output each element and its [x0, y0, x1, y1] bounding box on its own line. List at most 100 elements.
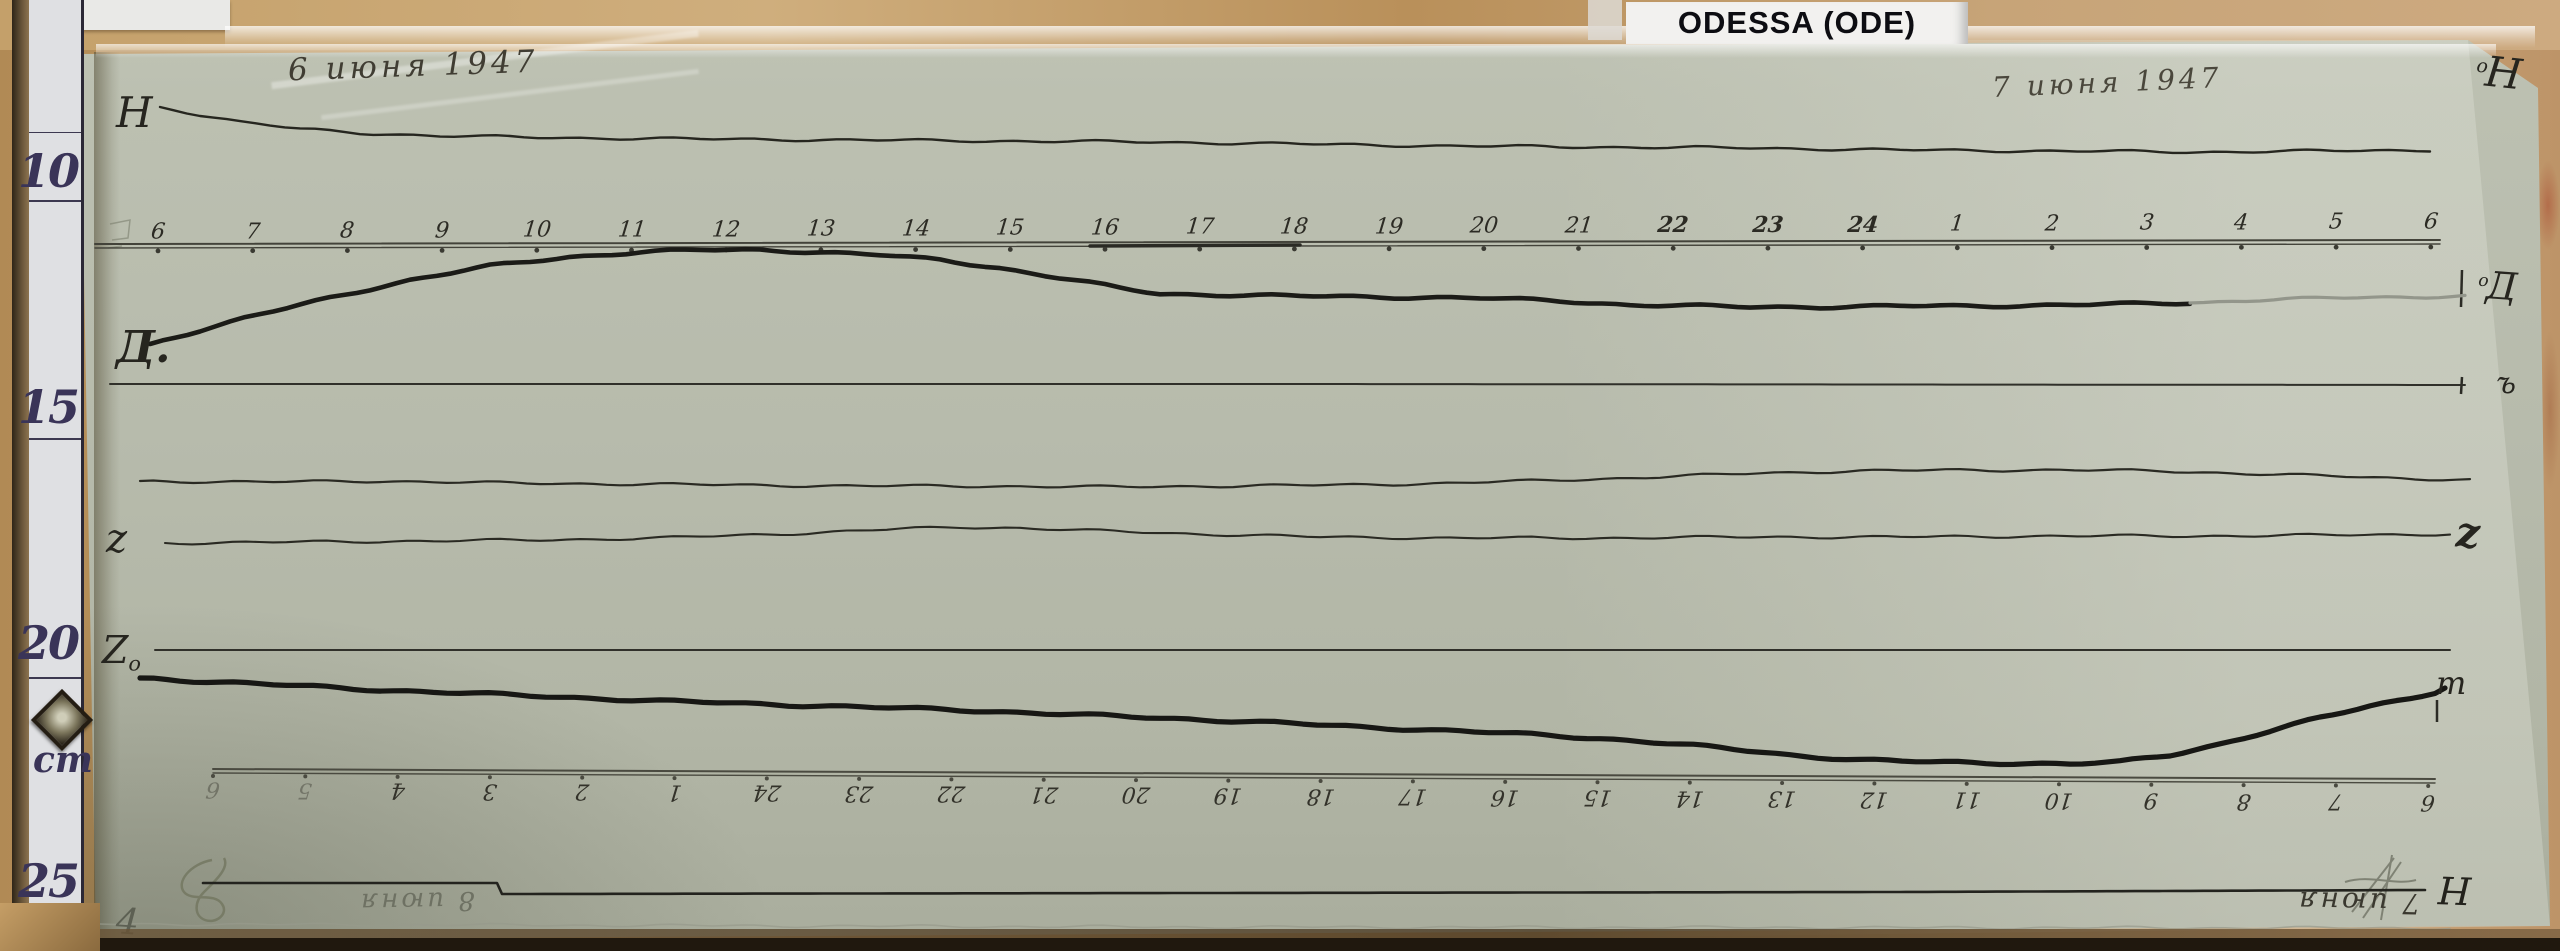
ruler-line	[29, 132, 81, 133]
hour-label-top: 23	[1751, 211, 1785, 238]
scale-tick	[1226, 778, 1231, 783]
hour-label-bottom: 2	[573, 778, 591, 804]
paper-scrap	[70, 0, 230, 30]
hour-label-bottom: 1	[666, 779, 683, 805]
ruler-mark-10: 10	[17, 144, 80, 198]
scale-tick	[1386, 246, 1392, 252]
hour-label-bottom: 4	[389, 777, 406, 803]
scale-tick	[2049, 245, 2055, 251]
scale-tick	[1780, 781, 1785, 786]
trace-path	[99, 922, 2451, 931]
trace-path	[94, 239, 2441, 245]
sheet-bottom-edge	[0, 929, 2560, 939]
ruler-line	[29, 677, 81, 679]
d-trace-label: Д.	[116, 322, 171, 373]
z-thin-trace-label: z	[106, 516, 128, 562]
scale-tick	[2333, 244, 2339, 250]
board-stain	[2540, 330, 2560, 490]
hour-label-top: 14	[900, 216, 931, 242]
hour-label-bottom: 15	[1582, 784, 1613, 810]
hour-label-bottom: 21	[1028, 781, 1060, 807]
hour-label-top: 19	[1373, 214, 1405, 240]
hour-label-top: 15	[994, 215, 1026, 241]
scale-tick	[487, 775, 492, 780]
hour-label-top: 6	[149, 219, 167, 245]
scale-tick	[2426, 783, 2431, 788]
hour-label-bottom: 18	[1305, 783, 1336, 808]
flipped-date-left: 8 июня	[357, 884, 476, 918]
scale-tick	[2239, 244, 2244, 250]
hour-label-top: 21	[1563, 213, 1594, 239]
scale-tick	[1318, 778, 1323, 783]
trace-path	[212, 772, 2436, 784]
hour-label-top: 5	[2327, 209, 2345, 235]
hour-label-bottom: 20	[1120, 781, 1152, 807]
sheet-edge-shadow	[94, 52, 120, 938]
tape-fragment	[1588, 0, 1622, 40]
trace-path	[201, 881, 2427, 896]
scale-tick	[1041, 777, 1046, 782]
hour-label-top: 18	[1279, 214, 1310, 240]
hour-label-top: 2	[2043, 211, 2061, 237]
scale-tick	[1954, 245, 1960, 251]
scale-tick	[1670, 245, 1676, 251]
hour-label-bottom: 7	[2327, 788, 2345, 814]
scale-tick	[534, 247, 540, 253]
station-label-text: ODESSA (ODE)	[1677, 5, 1917, 40]
scale-tick	[303, 774, 308, 779]
hour-label-bottom: 10	[2043, 787, 2075, 813]
hour-label-top: 12	[710, 217, 742, 242]
trace-path	[212, 768, 2436, 780]
hour-label-top: 17	[1184, 214, 1216, 240]
scale-tick	[1481, 246, 1487, 252]
h-trace-label: Н	[116, 88, 153, 137]
scale-tick	[250, 248, 256, 254]
scale-tick	[439, 248, 445, 253]
hour-label-bottom: 6	[2419, 789, 2437, 815]
ruler-mark-15: 15	[17, 380, 80, 434]
board-corner	[0, 903, 100, 951]
trace-path	[1088, 243, 1302, 248]
scale-tick	[1860, 245, 1865, 251]
trace-path	[147, 246, 2193, 347]
pencil-loop-mark	[180, 857, 227, 923]
scale-tick	[2241, 783, 2246, 788]
scale-tick	[1197, 246, 1203, 252]
hour-label-top: 22	[1656, 212, 1690, 239]
hour-label-bottom: 23	[843, 780, 875, 806]
scale-tick	[2428, 244, 2434, 250]
trace-path	[158, 105, 2432, 155]
scale-tick	[672, 776, 677, 781]
scale-tick	[580, 775, 585, 780]
hour-label-bottom: 22	[936, 780, 967, 806]
scale-tick	[2149, 782, 2154, 787]
scale-tick	[949, 777, 954, 782]
hour-label-top: 6	[2422, 209, 2440, 235]
hour-label-bottom: 5	[296, 777, 314, 803]
scale-tick	[857, 776, 862, 781]
hour-label-bottom: 6	[204, 776, 222, 802]
ruler-mark-20: 20	[17, 616, 80, 670]
hour-label-bottom: 11	[1951, 786, 1983, 812]
scale-tick	[1134, 778, 1138, 783]
hour-label-bottom: 12	[1859, 786, 1890, 812]
scale-tick	[2333, 783, 2338, 788]
scale-tick	[1765, 245, 1771, 251]
scale-tick	[1292, 246, 1297, 252]
hour-label-bottom: 13	[1766, 785, 1798, 811]
hour-label-bottom: 8	[2235, 788, 2252, 814]
hour-label-bottom: 14	[1674, 785, 1706, 811]
d-trace-right-mark: oД	[2477, 263, 2519, 310]
hour-label-top: 3	[2138, 210, 2156, 236]
baseline-right-mark: ъ	[2496, 366, 2516, 401]
trace-path	[138, 468, 2472, 489]
scale-tick	[155, 248, 161, 254]
trace-path	[2188, 293, 2467, 305]
trace-path	[109, 383, 2466, 386]
scale-tick	[1007, 247, 1013, 252]
scale-tick	[345, 248, 350, 253]
hour-label-top: 7	[244, 219, 262, 245]
scale-tick	[1503, 779, 1508, 784]
